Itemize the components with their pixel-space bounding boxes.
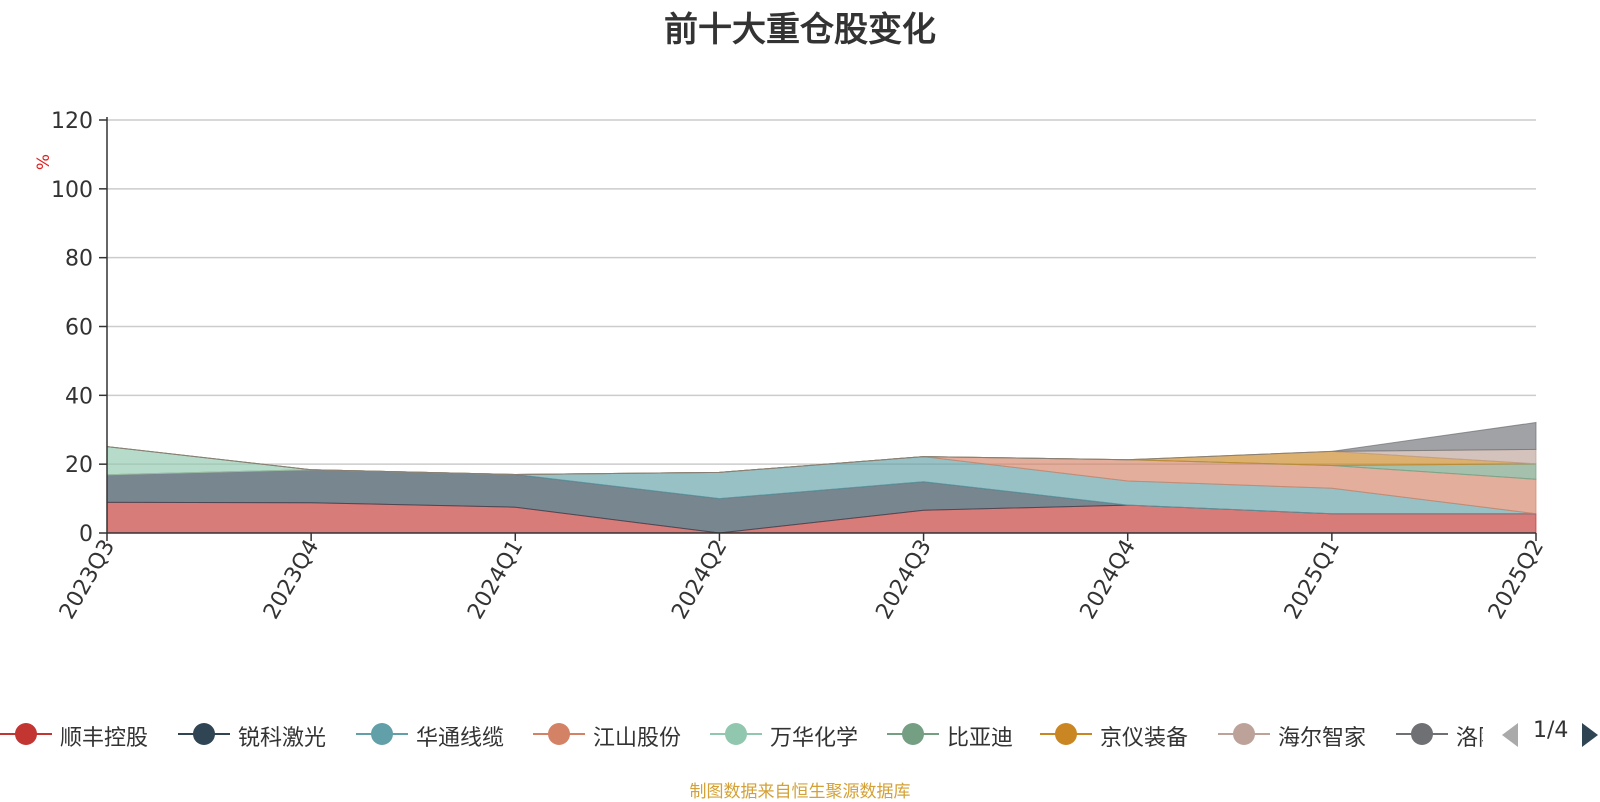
y-tick-label: 120 <box>51 109 93 134</box>
x-tick-label: 2024Q2 <box>667 536 732 624</box>
area-layers <box>106 421 1537 534</box>
x-tick-label: 2024Q1 <box>463 536 528 624</box>
legend-label: 京仪装备 <box>1100 726 1189 751</box>
legend-label: 华通线缆 <box>416 726 505 751</box>
legend-item[interactable]: 洛阳钼业 <box>1396 714 1483 754</box>
legend-marker-icon <box>710 723 762 745</box>
legend-marker-icon <box>178 723 230 745</box>
legend-item[interactable]: 华通线缆 <box>356 714 504 754</box>
legend-item[interactable]: 万华化学 <box>710 714 858 754</box>
x-tick-label: 2023Q4 <box>259 536 324 624</box>
legend-marker-icon <box>1218 723 1270 745</box>
data-source-footer: 制图数据来自恒生聚源数据库 <box>689 782 911 802</box>
legend-marker-icon <box>533 723 585 745</box>
y-tick-label: 60 <box>65 316 93 341</box>
triangle-right-icon <box>1582 723 1598 747</box>
legend-label: 海尔智家 <box>1278 726 1367 751</box>
x-tick-label: 2023Q3 <box>55 536 120 624</box>
y-tick-label: 20 <box>65 453 93 478</box>
legend: 顺丰控股 锐科激光 华通线缆 江山股份 万华化学 比亚迪 京仪装备 海尔智家 洛阳钼业 1/4 <box>0 714 1600 754</box>
legend-item[interactable]: 顺丰控股 <box>0 714 148 754</box>
legend-marker-icon <box>356 723 408 745</box>
y-tick-label: 0 <box>79 522 93 547</box>
legend-item[interactable]: 江山股份 <box>533 714 681 754</box>
chart-title: 前十大重仓股变化 <box>664 10 936 50</box>
legend-label: 江山股份 <box>593 726 682 751</box>
legend-label: 锐科激光 <box>238 726 327 751</box>
y-tick-label: 40 <box>65 384 93 409</box>
x-tick-label: 2025Q1 <box>1280 536 1345 624</box>
area-series <box>106 421 1537 476</box>
legend-marker-icon <box>1040 723 1092 745</box>
legend-prev-page-button[interactable] <box>1500 721 1520 749</box>
grid-lines <box>107 119 1536 465</box>
legend-marker-icon <box>0 723 52 745</box>
legend-items-viewport: 顺丰控股 锐科激光 华通线缆 江山股份 万华化学 比亚迪 京仪装备 海尔智家 洛阳钼业 <box>0 714 1483 754</box>
y-axis-label: % <box>34 154 54 170</box>
y-tick-label: 100 <box>51 178 93 203</box>
legend-item[interactable]: 京仪装备 <box>1040 714 1188 754</box>
axes: 0 20 40 60 80 100 120 2023Q3 2023Q4 2024Q1 2024Q2 2… <box>51 109 1549 624</box>
legend-marker-icon <box>1396 723 1448 745</box>
x-tick-label: 2024Q4 <box>1076 536 1141 624</box>
legend-item[interactable]: 锐科激光 <box>178 714 326 754</box>
y-tick-label: 80 <box>65 247 93 272</box>
legend-page-indicator: 1/4 <box>1533 718 1569 743</box>
legend-item[interactable]: 海尔智家 <box>1218 714 1366 754</box>
triangle-left-icon <box>1502 723 1518 747</box>
x-tick-label: 2024Q3 <box>871 536 936 624</box>
legend-label: 万华化学 <box>770 726 859 751</box>
legend-marker-icon <box>887 723 939 745</box>
legend-label: 比亚迪 <box>947 726 1014 751</box>
legend-label: 洛阳钼业 <box>1456 726 1483 751</box>
legend-item[interactable]: 比亚迪 <box>887 714 1013 754</box>
legend-next-page-button[interactable] <box>1580 721 1600 749</box>
x-tick-label: 2025Q2 <box>1484 536 1549 624</box>
legend-label: 顺丰控股 <box>60 726 149 751</box>
